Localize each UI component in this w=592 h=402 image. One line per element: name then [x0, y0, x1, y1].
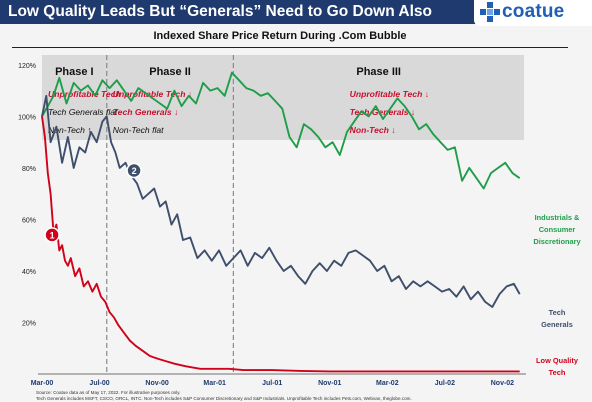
- x-tick-label: Jul-01: [262, 380, 282, 387]
- y-tick-label: 120%: [18, 63, 36, 70]
- chart-title: Indexed Share Price Return During .Com B…: [153, 30, 407, 42]
- series-line: [41, 71, 521, 190]
- phase-annotation: Tech Generals ↓: [113, 107, 179, 117]
- x-tick-label: Jul-02: [435, 380, 455, 387]
- series-label: Tech: [549, 368, 566, 377]
- y-tick-label: 80%: [22, 166, 36, 173]
- phase-annotation: Tech Generals ↓: [350, 107, 416, 117]
- step-marker: [126, 162, 142, 179]
- phase-annotation: Unprofitable Tech ↓: [113, 89, 192, 99]
- y-tick-label: 40%: [22, 269, 36, 276]
- x-tick-label: Nov-01: [318, 380, 341, 387]
- series-label: Industrials &: [535, 213, 580, 222]
- x-tick-label: Mar-01: [203, 380, 226, 387]
- series-label: Low Quality: [536, 356, 579, 365]
- step-marker: [44, 227, 60, 243]
- brand-logo: coatue: [474, 0, 592, 26]
- step-marker-label: 2: [132, 166, 137, 176]
- phase-annotation: Non-Tech ↑: [48, 125, 92, 135]
- x-tick-label: Nov-00: [145, 380, 168, 387]
- y-tick-label: 60%: [22, 217, 36, 224]
- phase-annotation: Tech Generals flat: [48, 107, 118, 117]
- phase-annotation: Non-Tech flat: [113, 125, 164, 135]
- slide-title: Low Quality Leads But “Generals” Need to…: [8, 3, 433, 20]
- series-label: Tech: [549, 308, 566, 317]
- series-line: [41, 94, 521, 308]
- x-tick-label: Mar-00: [31, 380, 54, 387]
- x-tick-label: Jul-00: [89, 380, 109, 387]
- x-tick-label: Nov-02: [491, 380, 514, 387]
- step-marker-label: 1: [50, 230, 55, 240]
- y-tick-label: 20%: [22, 320, 36, 327]
- title-divider: [12, 47, 568, 48]
- series-label: Consumer: [539, 225, 576, 234]
- brand-name: coatue: [502, 1, 565, 22]
- phase-annotation: Non-Tech ↓: [350, 125, 396, 135]
- source-note: Source: Coatue data as of May 17, 2022. …: [36, 390, 181, 395]
- x-tick-label: Mar-02: [376, 380, 399, 387]
- phase-annotation: Unprofitable Tech ↓: [48, 89, 127, 99]
- series-line: [41, 116, 520, 373]
- phase-title: Phase III: [356, 66, 401, 78]
- phase-annotation: Unprofitable Tech ↓: [350, 89, 429, 99]
- constituents-note: Tech Generals includes MSFT, CSCO, ORCL,…: [36, 396, 412, 401]
- series-label: Discretionary: [533, 237, 581, 246]
- phase-title: Phase II: [149, 66, 191, 78]
- phase-band: [42, 55, 524, 140]
- y-tick-label: 100%: [18, 114, 36, 121]
- brand-mark-icon: [480, 2, 500, 22]
- series-label: Generals: [541, 320, 573, 329]
- phase-title: Phase I: [55, 66, 94, 78]
